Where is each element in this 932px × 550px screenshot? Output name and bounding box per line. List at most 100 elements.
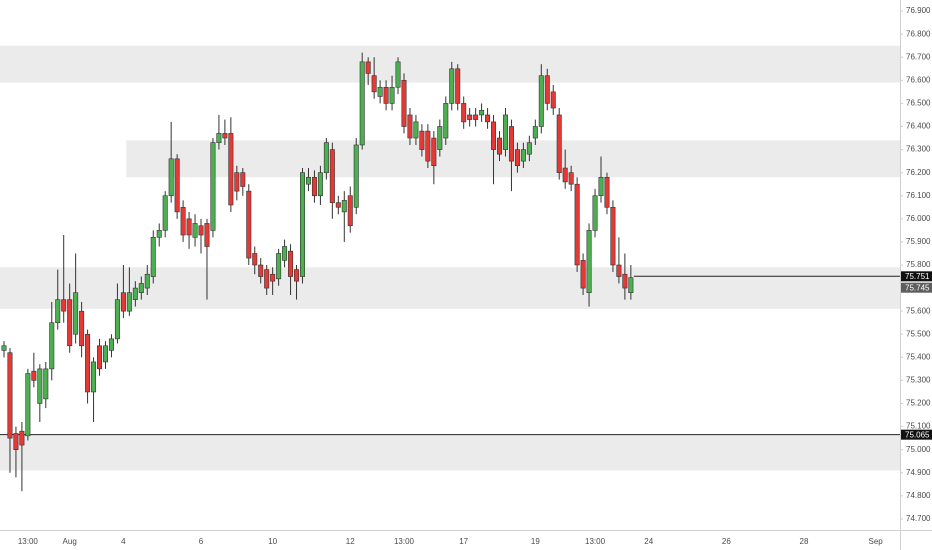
candle-body [502, 114, 508, 150]
x-tick-label: 17 [459, 537, 468, 546]
candle-body [311, 176, 317, 197]
candle-body [174, 158, 180, 213]
y-tick-label: 75.200 [906, 399, 931, 408]
candle-body [544, 75, 550, 104]
x-tick-label: 13:00 [18, 537, 39, 546]
candle-body [282, 246, 288, 261]
candle-body [437, 126, 443, 150]
candle-body [508, 126, 514, 162]
x-tick-label: 24 [644, 537, 653, 546]
candle-body [371, 75, 377, 93]
candle-body [61, 299, 67, 312]
candle-body [252, 253, 258, 266]
x-tick-label: Aug [63, 537, 77, 546]
candle-body [276, 253, 282, 280]
x-tick-label: 28 [800, 537, 809, 546]
y-tick-label: 76.400 [906, 122, 931, 131]
y-tick-label: 75.300 [906, 376, 931, 385]
candle-body [568, 172, 574, 185]
candle-body [622, 273, 628, 289]
candle-body [532, 126, 538, 139]
candle-body [610, 206, 616, 266]
candle-body [240, 172, 246, 187]
y-tick-label: 76.900 [906, 6, 931, 15]
x-tick-label: 26 [722, 537, 731, 546]
candle-body [628, 277, 634, 294]
candle-body [91, 361, 97, 393]
y-tick-label: 76.600 [906, 75, 931, 84]
candle-body [97, 345, 103, 370]
candle-body [479, 110, 485, 116]
candle-body [449, 68, 455, 104]
x-tick-label: 10 [268, 537, 277, 546]
candle-body [180, 206, 186, 236]
candle-body [335, 202, 341, 208]
x-tick-label: 19 [531, 537, 540, 546]
candle-body [329, 149, 335, 203]
candle-body [198, 225, 204, 236]
candle-body [491, 121, 497, 150]
price-lines [0, 275, 900, 436]
x-tick-label: 4 [121, 537, 126, 546]
x-tick-label: 6 [199, 537, 204, 546]
candle-body [431, 137, 437, 167]
candle-body [419, 130, 425, 150]
candle-body [67, 299, 73, 347]
candle-body [55, 299, 61, 324]
candle-body [473, 114, 479, 120]
last-price-tag [901, 282, 932, 293]
candle-body [13, 433, 19, 450]
candle-body [234, 172, 240, 192]
candle-body [395, 61, 401, 88]
candle-body [347, 195, 353, 227]
y-tick-label: 75.900 [906, 237, 931, 246]
candle-body [526, 142, 532, 155]
candle-body [37, 368, 43, 404]
candle-body [586, 230, 592, 294]
candle-body [359, 61, 365, 146]
candle-body [598, 176, 604, 197]
candle-body [562, 167, 568, 183]
y-tick-label: 76.100 [906, 191, 931, 200]
candle-body [114, 299, 120, 340]
candle-body [389, 86, 395, 104]
candle-body [168, 158, 174, 197]
x-tick-label: Sep [869, 537, 884, 546]
candle-body [317, 172, 323, 197]
candle-body [138, 283, 144, 294]
candle-body [126, 292, 132, 312]
candle-body [49, 322, 55, 370]
candles [1, 52, 634, 492]
candle-body [144, 273, 150, 289]
price-tag-label: 75.065 [905, 430, 930, 439]
price-tag-label: 75.751 [905, 272, 930, 281]
candle-body [222, 133, 228, 139]
candle-body [413, 121, 419, 139]
y-tick-label: 74.900 [906, 468, 931, 477]
candle-body [365, 61, 371, 74]
candle-body [425, 130, 431, 162]
y-tick-label: 76.500 [906, 99, 931, 108]
x-tick-label: 13:00 [394, 537, 415, 546]
candle-body [538, 75, 544, 127]
candle-body [467, 114, 473, 120]
candle-body [580, 260, 586, 289]
y-tick-label: 75.800 [906, 260, 931, 269]
candle-body [108, 338, 114, 351]
candle-body [19, 430, 25, 446]
candle-body [79, 310, 85, 347]
candle-body [43, 368, 49, 400]
candle-body [592, 195, 598, 231]
candle-body [192, 223, 198, 238]
candle-body [497, 137, 503, 155]
candle-body [299, 172, 305, 277]
candle-body [407, 114, 413, 139]
candle-body [550, 91, 556, 109]
candle-body [162, 195, 168, 231]
candle-body [556, 114, 562, 173]
candle-body [210, 142, 216, 231]
candle-body [216, 133, 222, 143]
y-tick-label: 76.800 [906, 29, 931, 38]
x-tick-label: 12 [346, 537, 355, 546]
candle-body [514, 149, 520, 167]
